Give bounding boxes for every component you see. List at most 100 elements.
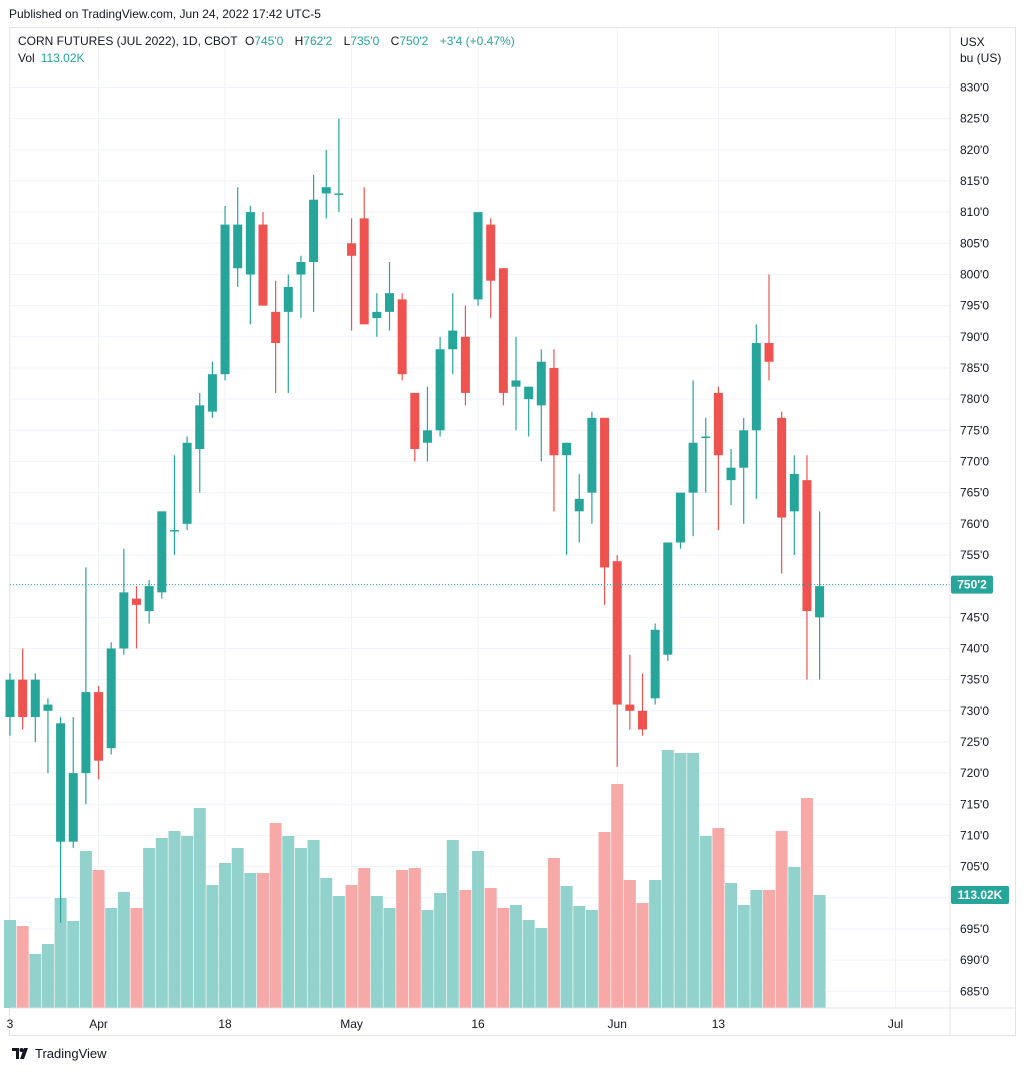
candle[interactable] <box>498 268 508 406</box>
candle[interactable] <box>574 473 584 543</box>
candle[interactable] <box>81 567 91 805</box>
candle[interactable] <box>195 392 205 493</box>
volume-bar <box>168 831 181 1008</box>
candle[interactable] <box>435 336 445 437</box>
candle[interactable] <box>233 187 243 287</box>
candle-body <box>245 212 255 275</box>
volume-bar <box>67 921 80 1008</box>
candle-body <box>94 692 104 761</box>
candle[interactable] <box>650 623 660 705</box>
candle[interactable] <box>713 386 723 531</box>
footer-brand[interactable]: TradingView <box>12 1046 107 1061</box>
candle[interactable] <box>486 218 496 319</box>
currency-code: USX <box>960 35 985 49</box>
candle[interactable] <box>132 586 141 649</box>
candle[interactable] <box>764 274 774 381</box>
candle[interactable] <box>612 554 622 767</box>
candle[interactable] <box>144 579 154 624</box>
volume-bar <box>421 910 434 1008</box>
candle-body <box>169 530 179 532</box>
candle[interactable] <box>18 648 28 730</box>
volume-bar <box>244 873 257 1008</box>
volume-bar <box>750 890 763 1008</box>
candle[interactable] <box>5 673 15 736</box>
candle[interactable] <box>309 174 319 312</box>
candle[interactable] <box>726 449 736 506</box>
candle[interactable] <box>245 205 255 325</box>
candle[interactable] <box>321 149 331 219</box>
candle[interactable] <box>106 642 116 755</box>
volume-bar <box>636 903 649 1008</box>
candle[interactable] <box>739 417 749 524</box>
volume-bar <box>370 896 383 1008</box>
volume-bar <box>725 883 738 1008</box>
candle[interactable] <box>397 293 407 381</box>
volume-bar <box>282 836 295 1008</box>
candle[interactable] <box>169 455 179 555</box>
volume-bar <box>16 926 29 1008</box>
candle[interactable] <box>43 698 53 774</box>
candle[interactable] <box>207 361 217 418</box>
candle[interactable] <box>359 187 369 325</box>
candle-body <box>195 405 205 449</box>
candle[interactable] <box>701 417 711 493</box>
candle[interactable] <box>688 380 698 537</box>
candle[interactable] <box>460 305 470 406</box>
candle-body <box>802 480 812 612</box>
candle[interactable] <box>511 336 521 431</box>
volume-bar <box>294 848 307 1008</box>
candle[interactable] <box>334 118 344 213</box>
candle[interactable] <box>675 492 685 549</box>
candle[interactable] <box>119 548 129 655</box>
candle[interactable] <box>536 349 546 462</box>
candle-body <box>473 212 483 300</box>
candle[interactable] <box>625 654 635 730</box>
candle-body <box>119 592 129 649</box>
candle[interactable] <box>815 511 825 680</box>
time-tick-label: Jul <box>888 1017 903 1031</box>
candle[interactable] <box>94 685 104 780</box>
candle[interactable] <box>30 673 40 742</box>
price-tick-label: 745'0 <box>960 610 989 624</box>
candle[interactable] <box>182 436 192 531</box>
candle[interactable] <box>372 293 382 337</box>
candle[interactable] <box>638 673 647 736</box>
volume-bar <box>699 836 712 1008</box>
candle[interactable] <box>68 717 78 848</box>
candle[interactable] <box>802 455 812 680</box>
candle[interactable] <box>524 386 534 437</box>
candle[interactable] <box>777 411 787 574</box>
candle[interactable] <box>385 262 394 331</box>
candle[interactable] <box>663 542 673 661</box>
candle[interactable] <box>562 442 572 555</box>
candle[interactable] <box>283 274 293 393</box>
candle[interactable] <box>258 212 268 306</box>
candle[interactable] <box>347 218 357 331</box>
volume-bar <box>649 880 662 1008</box>
volume-bar <box>396 870 409 1008</box>
candle[interactable] <box>751 324 761 499</box>
candle[interactable] <box>473 212 483 306</box>
price-tick-label: 685'0 <box>960 984 989 998</box>
candle[interactable] <box>56 717 66 923</box>
candle[interactable] <box>789 455 799 555</box>
candle[interactable] <box>271 280 281 393</box>
candle[interactable] <box>220 205 230 381</box>
candle[interactable] <box>448 293 458 375</box>
price-tick-label: 775'0 <box>960 423 989 437</box>
candle-body <box>524 386 534 400</box>
price-tick-label: 805'0 <box>960 236 989 250</box>
candle[interactable] <box>422 386 432 462</box>
candle[interactable] <box>587 411 597 524</box>
volume-bar <box>560 886 573 1008</box>
price-tick-label: 710'0 <box>960 828 989 842</box>
candle[interactable] <box>410 392 420 462</box>
candle[interactable] <box>296 255 306 319</box>
time-tick-label: Jun <box>608 1017 627 1031</box>
candle[interactable] <box>157 511 167 599</box>
candle[interactable] <box>600 417 610 605</box>
volume-bar <box>775 831 788 1008</box>
candle-body <box>309 199 319 262</box>
candle[interactable] <box>549 349 559 512</box>
